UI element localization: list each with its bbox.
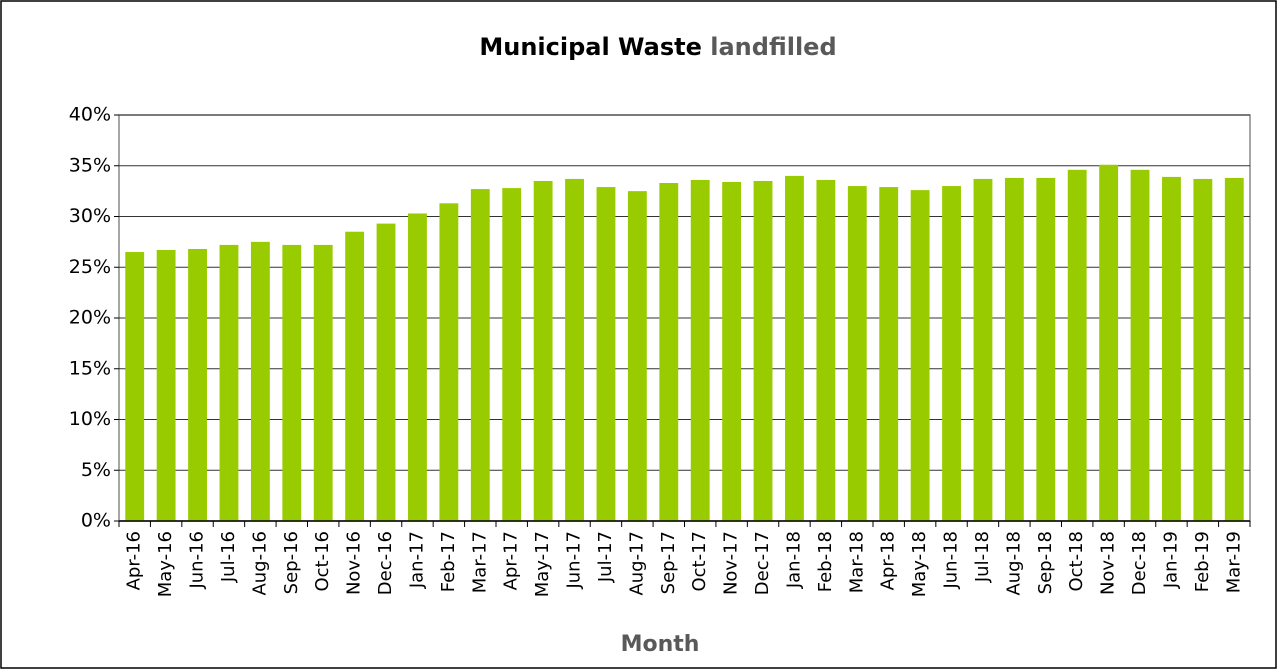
bar — [408, 213, 427, 521]
bar — [502, 188, 522, 521]
bar — [1099, 164, 1119, 522]
chart-title: Municipal Waste landfilled — [479, 33, 836, 61]
bar — [219, 244, 239, 522]
bar — [250, 241, 270, 521]
x-tick-label: Aug-17 — [626, 531, 647, 596]
bar — [470, 189, 490, 521]
bar — [816, 179, 836, 521]
x-tick-label: Jan-19 — [1160, 531, 1181, 589]
bar — [1162, 176, 1181, 522]
bar — [565, 178, 584, 521]
bar — [910, 190, 930, 522]
x-tick-label: Oct-17 — [689, 531, 710, 592]
bar — [1036, 177, 1056, 521]
x-tick-label: Jun-16 — [187, 531, 208, 590]
y-tick-label: 25% — [69, 256, 111, 278]
bar — [847, 186, 867, 522]
bar — [690, 179, 710, 521]
y-tick-label: 40% — [69, 104, 111, 126]
y-tick-label: 5% — [81, 459, 111, 481]
bar — [659, 183, 679, 521]
x-axis-label: Month — [621, 632, 700, 657]
x-tick-label: Mar-17 — [469, 531, 490, 593]
x-tick-label: Dec-16 — [375, 531, 396, 595]
x-tick-label: Sep-18 — [1035, 531, 1056, 594]
x-tick-label: Dec-18 — [1129, 531, 1150, 595]
bar — [1224, 177, 1244, 521]
x-tick-label: Oct-18 — [1066, 531, 1087, 592]
bar — [942, 186, 961, 522]
bar — [376, 223, 396, 522]
y-tick-label: 30% — [69, 205, 111, 227]
bar — [188, 248, 207, 522]
x-tick-label: Jan-17 — [406, 531, 427, 589]
y-tick-label: 35% — [69, 154, 111, 176]
title-sub: landfilled — [710, 33, 836, 61]
x-tick-label: Mar-18 — [846, 531, 867, 593]
x-tick-label: Jan-18 — [783, 531, 804, 589]
bar — [785, 175, 804, 521]
x-tick-label: May-17 — [532, 531, 553, 597]
bar — [156, 249, 176, 521]
x-tick-label: Feb-18 — [815, 531, 836, 592]
bar — [282, 244, 302, 522]
x-tick-label: May-16 — [155, 531, 176, 597]
x-tick-label: Apr-18 — [878, 531, 899, 590]
bar — [533, 180, 553, 521]
x-tick-label: Jun-17 — [564, 531, 585, 590]
y-tick-label: 20% — [69, 307, 111, 329]
bar — [1067, 169, 1087, 521]
x-tick-label: Jul-16 — [218, 531, 239, 583]
bar — [596, 187, 616, 521]
x-tick-label: Nov-18 — [1098, 531, 1119, 595]
bar — [879, 187, 899, 521]
bar — [439, 203, 459, 521]
bar — [345, 231, 365, 521]
x-tick-label: Oct-16 — [312, 531, 333, 592]
x-tick-label: Aug-18 — [1003, 531, 1024, 596]
y-tick-label: 0% — [81, 510, 111, 532]
x-tick-label: Feb-17 — [438, 531, 459, 592]
bar — [722, 181, 742, 522]
bar — [753, 180, 773, 521]
bar — [125, 252, 145, 521]
bar — [1130, 169, 1150, 521]
x-tick-label: Jul-17 — [595, 531, 616, 583]
x-tick-label: Sep-17 — [658, 531, 679, 594]
x-tick-label: May-18 — [909, 531, 930, 597]
x-tick-label: Apr-16 — [124, 531, 145, 590]
x-tick-label: Jun-18 — [941, 531, 962, 590]
x-tick-label: Nov-17 — [721, 531, 742, 595]
bar — [973, 178, 993, 521]
y-tick-label: 10% — [69, 408, 111, 430]
x-tick-label: Dec-17 — [752, 531, 773, 595]
x-tick-label: Apr-17 — [501, 531, 522, 590]
bar — [1004, 177, 1024, 521]
title-main: Municipal Waste — [479, 33, 702, 61]
bar — [627, 191, 647, 521]
x-tick-label: Nov-16 — [344, 531, 365, 595]
bar — [313, 244, 333, 522]
x-tick-label: Mar-19 — [1223, 531, 1244, 593]
x-tick-label: Aug-16 — [249, 531, 270, 596]
x-tick-label: Jul-18 — [972, 531, 993, 583]
y-tick-label: 15% — [69, 357, 111, 379]
x-tick-label: Feb-19 — [1192, 531, 1213, 592]
x-tick-label: Sep-16 — [281, 531, 302, 594]
bar — [1193, 178, 1213, 521]
